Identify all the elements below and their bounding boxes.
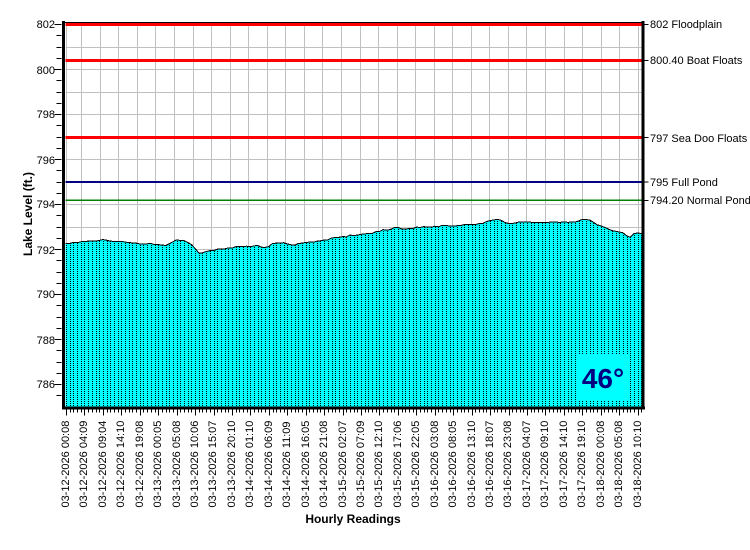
- svg-text:796: 796: [37, 155, 55, 167]
- svg-text:03-17-2026 09:10: 03-17-2026 09:10: [539, 421, 551, 508]
- svg-text:03-14-2026 11:09: 03-14-2026 11:09: [281, 421, 293, 507]
- svg-text:794.20 Normal Pond: 794.20 Normal Pond: [650, 195, 750, 207]
- svg-text:03-13-2026 15:07: 03-13-2026 15:07: [207, 421, 219, 508]
- svg-text:03-12-2026 09:04: 03-12-2026 09:04: [97, 421, 109, 508]
- svg-text:03-14-2026 01:10: 03-14-2026 01:10: [244, 421, 256, 508]
- svg-text:03-15-2026 02:07: 03-15-2026 02:07: [337, 421, 349, 508]
- svg-text:03-18-2026 00:08: 03-18-2026 00:08: [595, 421, 607, 508]
- svg-text:03-13-2026 00:05: 03-13-2026 00:05: [152, 421, 164, 508]
- svg-text:46°: 46°: [582, 363, 624, 394]
- svg-text:794: 794: [37, 199, 55, 211]
- svg-text:03-18-2026 10:10: 03-18-2026 10:10: [632, 421, 644, 508]
- svg-text:03-15-2026 12:10: 03-15-2026 12:10: [373, 421, 385, 508]
- svg-text:03-17-2026 19:10: 03-17-2026 19:10: [576, 421, 588, 508]
- svg-text:03-16-2026 08:05: 03-16-2026 08:05: [447, 421, 459, 508]
- svg-text:03-13-2026 10:06: 03-13-2026 10:06: [189, 421, 201, 508]
- svg-text:03-17-2026 04:07: 03-17-2026 04:07: [521, 421, 533, 508]
- svg-text:03-13-2026 20:10: 03-13-2026 20:10: [226, 421, 238, 508]
- svg-text:03-14-2026 21:08: 03-14-2026 21:08: [318, 421, 330, 508]
- svg-text:797 Sea Doo Floats: 797 Sea Doo Floats: [650, 133, 748, 145]
- svg-text:03-16-2026 13:10: 03-16-2026 13:10: [466, 421, 478, 508]
- svg-text:03-16-2026 23:08: 03-16-2026 23:08: [502, 421, 514, 508]
- svg-text:03-12-2026 19:08: 03-12-2026 19:08: [134, 421, 146, 508]
- svg-text:03-18-2026 05:08: 03-18-2026 05:08: [613, 421, 625, 508]
- svg-text:03-12-2026 04:09: 03-12-2026 04:09: [78, 421, 90, 508]
- svg-text:03-16-2026 03:08: 03-16-2026 03:08: [429, 421, 441, 508]
- svg-text:790: 790: [37, 289, 55, 301]
- svg-text:03-14-2026 16:05: 03-14-2026 16:05: [300, 421, 312, 508]
- svg-text:802: 802: [37, 19, 55, 31]
- svg-text:03-17-2026 14:10: 03-17-2026 14:10: [558, 421, 570, 508]
- svg-text:03-15-2026 07:09: 03-15-2026 07:09: [355, 421, 367, 508]
- svg-text:03-12-2026 14:10: 03-12-2026 14:10: [115, 421, 127, 508]
- svg-text:03-16-2026 18:07: 03-16-2026 18:07: [484, 421, 496, 508]
- svg-text:Hourly Readings: Hourly Readings: [305, 512, 401, 526]
- svg-text:03-14-2026 06:09: 03-14-2026 06:09: [263, 421, 275, 508]
- svg-text:03-13-2026 05:08: 03-13-2026 05:08: [171, 421, 183, 508]
- svg-text:800: 800: [37, 65, 55, 77]
- svg-text:800.40 Boat Floats: 800.40 Boat Floats: [650, 55, 743, 67]
- svg-text:788: 788: [37, 335, 55, 347]
- svg-text:03-15-2026 22:05: 03-15-2026 22:05: [410, 421, 422, 508]
- svg-text:798: 798: [37, 109, 55, 121]
- svg-text:795 Full Pond: 795 Full Pond: [650, 177, 718, 189]
- svg-text:Lake Level (ft.): Lake Level (ft.): [21, 172, 35, 256]
- svg-text:03-12-2026 00:08: 03-12-2026 00:08: [60, 421, 72, 508]
- svg-text:792: 792: [37, 245, 55, 257]
- svg-text:786: 786: [37, 379, 55, 391]
- svg-text:802 Floodplain: 802 Floodplain: [650, 19, 722, 31]
- svg-text:03-15-2026 17:06: 03-15-2026 17:06: [392, 421, 404, 508]
